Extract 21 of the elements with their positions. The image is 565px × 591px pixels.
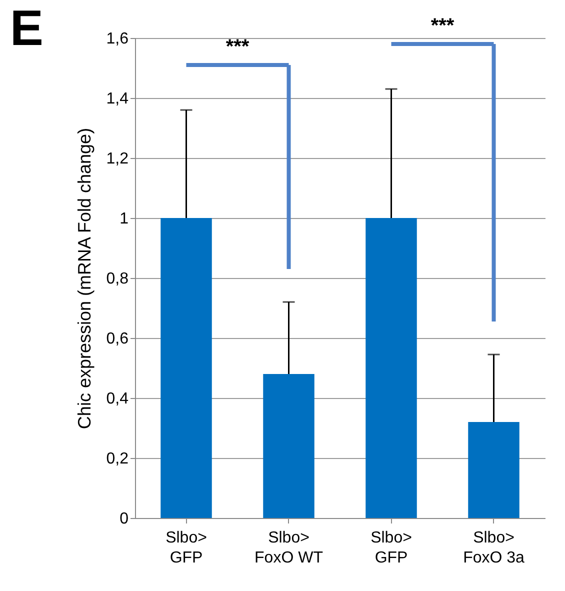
y-tick-label: 0,2 [106, 450, 129, 468]
x-tick-label: Slbo> FoxO 3a [463, 530, 525, 566]
x-tick-label: Slbo> GFP [370, 530, 412, 566]
y-tick-label: 0,4 [106, 390, 129, 408]
y-tick-label: 1,2 [106, 150, 129, 168]
y-tick-label: 1,4 [106, 90, 129, 108]
bar [366, 218, 417, 518]
y-tick-label: 1 [120, 210, 129, 228]
y-tick-label: 0,6 [106, 330, 129, 348]
chart-title: E [10, 0, 44, 56]
bar [263, 374, 314, 518]
y-tick-label: 0 [120, 510, 129, 528]
annotation: *** [226, 36, 250, 58]
x-tick-label: Slbo> GFP [166, 530, 207, 566]
text: *** [430, 15, 454, 37]
bar [468, 422, 520, 518]
y-axis-title: Chic expression (mRNA Fold change) [74, 128, 94, 430]
x-tick-label: Slbo> FoxO WT [254, 530, 324, 566]
y-tick-label: 0,8 [106, 270, 129, 288]
bar [160, 218, 212, 518]
y-tick-label: 1,6 [106, 30, 129, 48]
